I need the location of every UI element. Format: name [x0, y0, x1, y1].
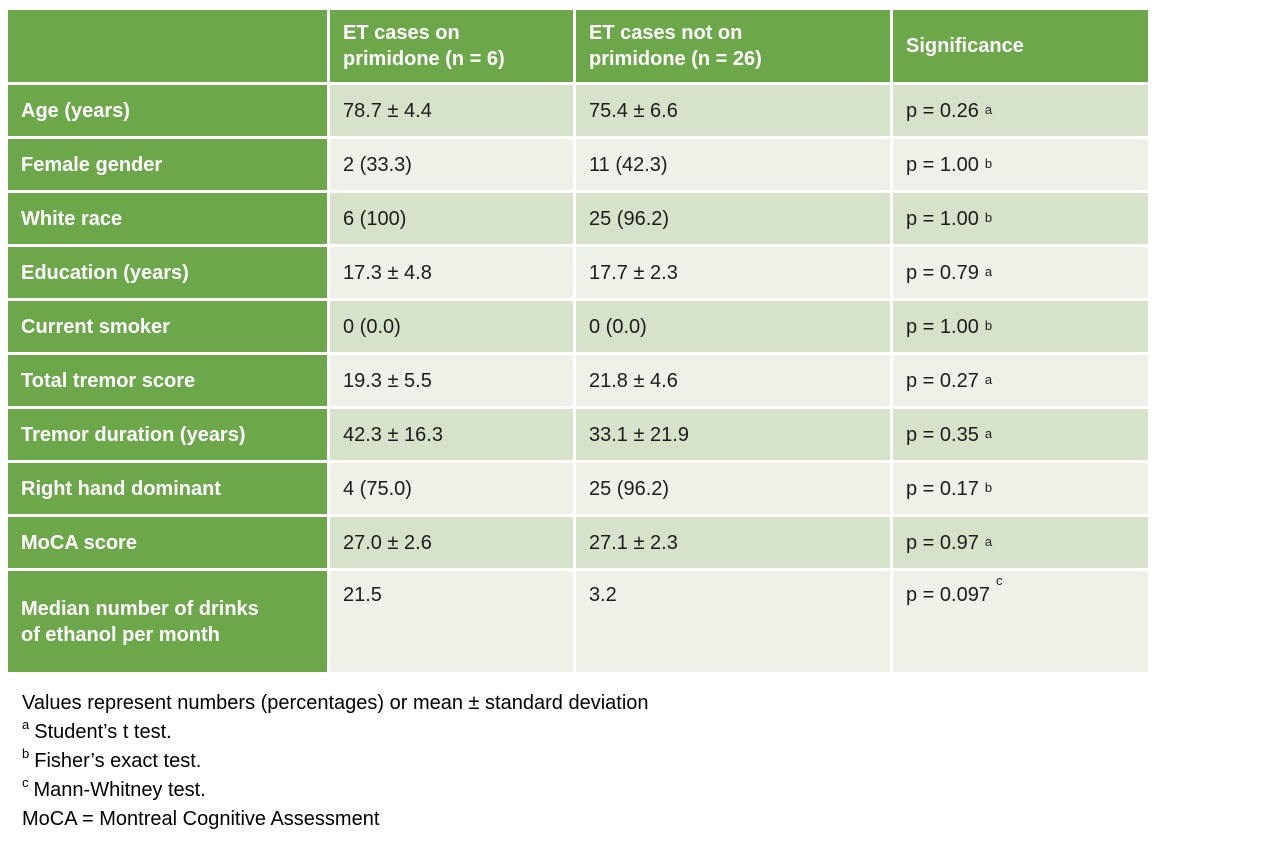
- header-significance: Significance: [893, 10, 1148, 82]
- header-on-primidone-label: ET cases on primidone (n = 6): [343, 22, 505, 70]
- significance-value: p = 0.35: [906, 423, 979, 446]
- row-label: Right hand dominant: [8, 463, 327, 514]
- cell-on-primidone: 27.0 ± 2.6: [330, 517, 573, 568]
- significance-value: p = 1.00: [906, 207, 979, 230]
- cell-on-primidone: 4 (75.0): [330, 463, 573, 514]
- row-label: Current smoker: [8, 301, 327, 352]
- row-label: MoCA score: [8, 517, 327, 568]
- cell-significance: p = 0.17 b: [893, 463, 1148, 514]
- cell-not-on-primidone: 21.8 ± 4.6: [576, 355, 890, 406]
- cell-not-on-primidone: 3.2: [576, 571, 890, 672]
- header-not-on-primidone-label: ET cases not on primidone (n = 26): [589, 22, 762, 70]
- cell-significance: p = 0.79 a: [893, 247, 1148, 298]
- cell-significance: p = 0.35 a: [893, 409, 1148, 460]
- cell-not-on-primidone: 11 (42.3): [576, 139, 890, 190]
- row-label-text: Median number of drinks of ethanol per m…: [21, 597, 259, 646]
- clinical-characteristics-table: ET cases on primidone (n = 6) ET cases n…: [8, 10, 1148, 672]
- cell-not-on-primidone: 0 (0.0): [576, 301, 890, 352]
- footnote-text: Mann-Whitney test.: [33, 779, 206, 801]
- cell-on-primidone: 78.7 ± 4.4: [330, 85, 573, 136]
- cell-significance: p = 1.00 b: [893, 193, 1148, 244]
- cell-on-primidone: 17.3 ± 4.8: [330, 247, 573, 298]
- footnote-moca-abbreviation: MoCA = Montreal Cognitive Assessment: [22, 805, 1262, 834]
- cell-on-primidone: 19.3 ± 5.5: [330, 355, 573, 406]
- footnote-text: Student’s t test.: [34, 721, 172, 743]
- header-on-primidone: ET cases on primidone (n = 6): [330, 10, 573, 82]
- cell-not-on-primidone: 25 (96.2): [576, 463, 890, 514]
- row-label: Median number of drinks of ethanol per m…: [8, 571, 327, 672]
- row-label: Total tremor score: [8, 355, 327, 406]
- cell-on-primidone: 21.5: [330, 571, 573, 672]
- footnote-text: Values represent numbers (percentages) o…: [22, 692, 649, 714]
- cell-on-primidone: 0 (0.0): [330, 301, 573, 352]
- cell-significance: p = 0.097 c: [893, 571, 1148, 672]
- row-label: Female gender: [8, 139, 327, 190]
- cell-not-on-primidone: 75.4 ± 6.6: [576, 85, 890, 136]
- cell-significance: p = 1.00 b: [893, 301, 1148, 352]
- cell-significance: p = 0.26 a: [893, 85, 1148, 136]
- significance-value: p = 1.00: [906, 315, 979, 338]
- row-label: Tremor duration (years): [8, 409, 327, 460]
- footnote-marker: c: [22, 775, 29, 791]
- significance-value: p = 0.17: [906, 477, 979, 500]
- cell-not-on-primidone: 27.1 ± 2.3: [576, 517, 890, 568]
- table-footnotes: Values represent numbers (percentages) o…: [22, 689, 1262, 834]
- row-label: White race: [8, 193, 327, 244]
- cell-not-on-primidone: 17.7 ± 2.3: [576, 247, 890, 298]
- cell-significance: p = 0.97 a: [893, 517, 1148, 568]
- significance-value: p = 0.79: [906, 261, 979, 284]
- footnote-values-note: Values represent numbers (percentages) o…: [22, 689, 1262, 718]
- significance-value: p = 0.26: [906, 99, 979, 122]
- footnote-text: MoCA = Montreal Cognitive Assessment: [22, 808, 380, 830]
- cell-not-on-primidone: 33.1 ± 21.9: [576, 409, 890, 460]
- cell-significance: p = 1.00 b: [893, 139, 1148, 190]
- significance-value: p = 0.097: [906, 584, 990, 606]
- footnote-a: a Student’s t test.: [22, 718, 1262, 747]
- footnote-text: Fisher’s exact test.: [34, 750, 202, 772]
- cell-not-on-primidone: 25 (96.2): [576, 193, 890, 244]
- footnote-marker: b: [22, 746, 30, 762]
- footnote-b: b Fisher’s exact test.: [22, 747, 1262, 776]
- header-not-on-primidone: ET cases not on primidone (n = 26): [576, 10, 890, 82]
- cell-on-primidone: 6 (100): [330, 193, 573, 244]
- footnote-c: c Mann-Whitney test.: [22, 776, 1262, 805]
- cell-significance: p = 0.27 a: [893, 355, 1148, 406]
- cell-on-primidone: 2 (33.3): [330, 139, 573, 190]
- footnote-marker: a: [22, 717, 30, 733]
- row-label: Age (years): [8, 85, 327, 136]
- significance-value: p = 1.00: [906, 153, 979, 176]
- header-empty-cell: [8, 10, 327, 82]
- significance-value: p = 0.97: [906, 531, 979, 554]
- row-label: Education (years): [8, 247, 327, 298]
- cell-on-primidone: 42.3 ± 16.3: [330, 409, 573, 460]
- significance-value: p = 0.27: [906, 369, 979, 392]
